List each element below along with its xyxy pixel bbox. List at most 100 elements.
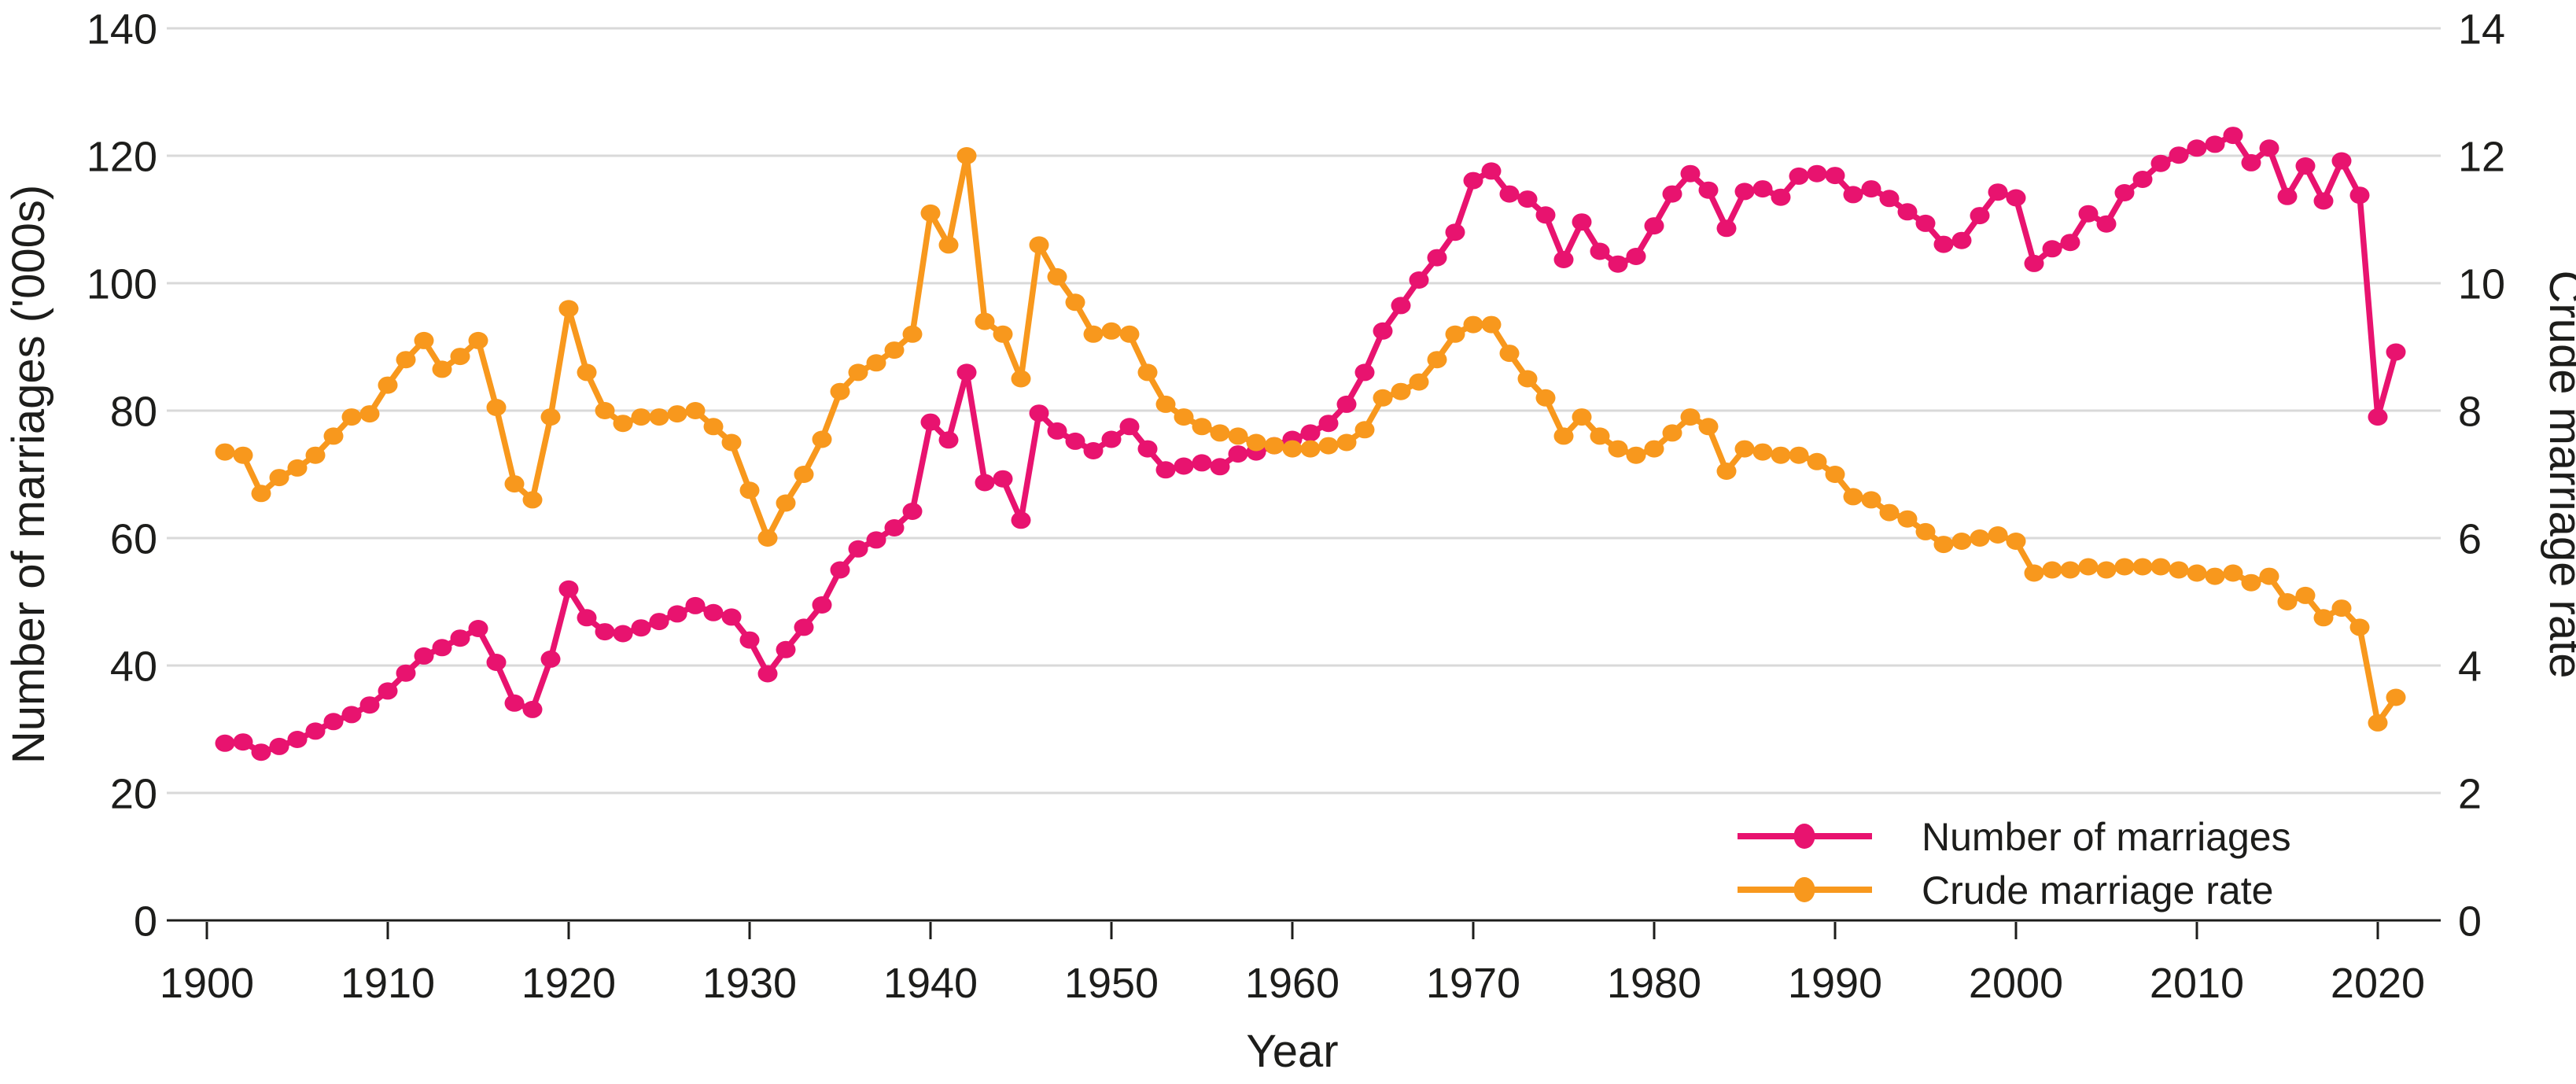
series-crude-marriage-rate [215, 147, 2406, 732]
x-tick-label: 1960 [1245, 960, 1340, 1007]
data-point-crude-marriage-rate [1933, 536, 1954, 554]
x-tick-label: 1930 [702, 960, 797, 1007]
data-point-crude-marriage-rate [920, 204, 941, 222]
data-point-number-of-marriages [1698, 181, 1719, 199]
data-point-crude-marriage-rate [305, 446, 326, 464]
data-point-crude-marriage-rate [1897, 510, 1918, 528]
data-point-crude-marriage-rate [1553, 427, 1574, 445]
data-point-crude-marriage-rate [776, 494, 796, 512]
data-point-crude-marriage-rate [902, 325, 923, 343]
legend-label: Crude marriage rate [1922, 868, 2273, 913]
data-point-crude-marriage-rate [468, 331, 488, 349]
x-tick-label: 1970 [1426, 960, 1520, 1007]
data-point-number-of-marriages [1879, 190, 1900, 208]
data-point-number-of-marriages [2386, 343, 2406, 361]
data-point-number-of-marriages [287, 731, 308, 748]
data-point-crude-marriage-rate [1246, 433, 1266, 452]
data-point-number-of-marriages [920, 413, 941, 431]
data-point-number-of-marriages [1535, 206, 1556, 224]
data-point-number-of-marriages [956, 363, 977, 382]
data-point-number-of-marriages [1083, 442, 1104, 459]
data-point-number-of-marriages [1318, 415, 1339, 433]
legend-marker [1793, 877, 1815, 902]
y-left-axis-title: Number of marriages ('000s) [3, 185, 54, 764]
data-point-crude-marriage-rate [1192, 418, 1212, 436]
data-point-crude-marriage-rate [1572, 408, 1592, 426]
data-point-crude-marriage-rate [1264, 437, 1284, 455]
data-point-crude-marriage-rate [396, 351, 416, 369]
data-point-number-of-marriages [2205, 135, 2225, 153]
data-point-number-of-marriages [1951, 231, 1972, 249]
data-point-number-of-marriages [233, 733, 253, 751]
data-point-crude-marriage-rate [1517, 370, 1538, 388]
data-point-number-of-marriages [993, 470, 1013, 488]
y-left-tick-label: 100 [87, 260, 157, 308]
data-point-number-of-marriages [1228, 445, 1248, 463]
data-point-number-of-marriages [450, 629, 470, 647]
legend-marker [1793, 824, 1815, 849]
data-point-crude-marriage-rate [1282, 440, 1303, 458]
data-point-number-of-marriages [1572, 213, 1592, 231]
data-point-crude-marriage-rate [2042, 561, 2062, 579]
data-point-number-of-marriages [884, 519, 905, 536]
data-point-number-of-marriages [1463, 171, 1483, 190]
y-left-tick-label: 140 [87, 6, 157, 53]
x-tick-label: 1940 [883, 960, 978, 1007]
data-point-number-of-marriages [432, 639, 452, 657]
data-point-crude-marriage-rate [2024, 564, 2044, 582]
y-left-tick-label: 20 [110, 770, 157, 817]
data-point-crude-marriage-rate [1083, 325, 1104, 343]
data-point-crude-marriage-rate [414, 331, 434, 349]
data-point-number-of-marriages [2331, 152, 2352, 170]
data-point-number-of-marriages [1933, 235, 1954, 253]
data-point-number-of-marriages [2078, 205, 2099, 223]
data-point-number-of-marriages [1825, 167, 1845, 185]
data-point-number-of-marriages [1119, 418, 1140, 436]
data-point-crude-marriage-rate [2313, 609, 2334, 627]
x-axis [167, 919, 2441, 939]
data-point-number-of-marriages [1988, 183, 2008, 201]
y-right-tick-label: 12 [2458, 133, 2505, 180]
data-point-crude-marriage-rate [1644, 440, 1664, 458]
data-point-number-of-marriages [848, 540, 868, 558]
data-point-crude-marriage-rate [432, 360, 452, 378]
data-point-number-of-marriages [1427, 249, 1447, 267]
data-point-crude-marriage-rate [1879, 503, 1900, 522]
data-point-crude-marriage-rate [1174, 408, 1194, 426]
data-point-number-of-marriages [1391, 297, 1411, 315]
data-point-number-of-marriages [504, 694, 525, 712]
data-point-number-of-marriages [1029, 404, 1049, 422]
data-point-crude-marriage-rate [1445, 325, 1465, 343]
data-point-crude-marriage-rate [2078, 558, 2099, 576]
data-point-number-of-marriages [1210, 458, 1230, 476]
data-point-crude-marriage-rate [794, 466, 814, 483]
data-point-number-of-marriages [1897, 203, 1918, 221]
data-point-number-of-marriages [2169, 146, 2189, 164]
data-point-number-of-marriages [1155, 461, 1176, 479]
data-point-number-of-marriages [1843, 186, 1863, 204]
data-point-crude-marriage-rate [1789, 446, 1809, 464]
data-point-number-of-marriages [1481, 162, 1502, 180]
data-point-number-of-marriages [269, 737, 289, 755]
data-point-crude-marriage-rate [1011, 370, 1031, 388]
data-point-crude-marriage-rate [2295, 586, 2316, 604]
data-point-crude-marriage-rate [631, 408, 651, 426]
data-point-crude-marriage-rate [1354, 421, 1375, 439]
data-point-crude-marriage-rate [667, 405, 687, 423]
data-point-crude-marriage-rate [1318, 437, 1339, 455]
data-point-crude-marriage-rate [2368, 713, 2388, 732]
data-point-crude-marriage-rate [359, 405, 380, 423]
data-point-number-of-marriages [396, 664, 416, 682]
data-point-number-of-marriages [830, 561, 850, 579]
data-point-crude-marriage-rate [504, 475, 525, 493]
data-point-number-of-marriages [2060, 234, 2080, 252]
data-point-crude-marriage-rate [866, 354, 886, 372]
data-point-crude-marriage-rate [884, 341, 905, 359]
data-point-number-of-marriages [631, 619, 651, 637]
data-point-crude-marriage-rate [812, 430, 832, 448]
data-point-number-of-marriages [1300, 424, 1321, 442]
data-point-crude-marriage-rate [2150, 558, 2171, 576]
data-point-number-of-marriages [1608, 255, 1628, 273]
x-tick-label: 1950 [1064, 960, 1159, 1007]
data-point-crude-marriage-rate [1698, 418, 1719, 436]
